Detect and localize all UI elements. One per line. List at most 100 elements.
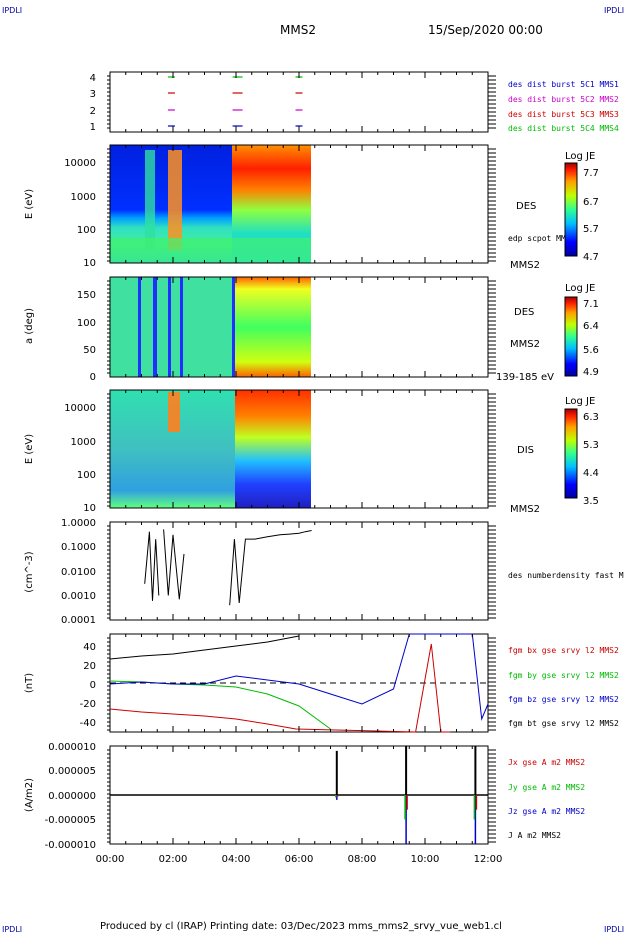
des-energy-colorbar [564,162,578,257]
colorbar-tick: 5.6 [583,345,599,356]
current-legend: J A m2 MMS2 [508,831,561,840]
des-pitch-stripe [180,277,183,377]
des-pitch-ytick: 100 [77,318,96,329]
des-pitch-ytick: 50 [83,345,96,356]
density-ylabel: (cm^-3) [24,551,35,592]
des-pitch-instrument: DES [514,307,534,318]
x-tick-label: 04:00 [222,854,251,865]
current-ytick: -0.000005 [45,815,96,826]
coverage-legend: des dist burst 5C3 MMS3 [508,110,619,119]
coverage-ylabel: 3 [90,89,96,100]
panel-dis-energy: 10000 1000 100 10 E (eV) DIS MMS2 Log JE… [24,389,599,515]
density-series-line [163,529,185,600]
density-ytick: 1.0000 [61,518,96,529]
current-ytick: 0.000005 [48,766,96,777]
des-energy-ylabel: E (eV) [24,189,35,219]
current-legend: Jx gse A m2 MMS2 [508,758,585,767]
colorbar-title: Log JE [565,396,595,407]
des-pitch-energy-range: 139-185 eV [496,372,554,383]
des-energy-ytick: 1000 [71,192,96,203]
des-pitch-colorbar [564,296,578,377]
corner-tag-bottom-left: IPDLI [2,925,22,934]
footer-text: Produced by cl (IRAP) Printing date: 03/… [100,921,502,932]
density-series-line [144,531,160,601]
bfield-ytick: 0 [90,680,96,691]
colorbar-tick: 4.9 [583,367,599,378]
bfield-ytick: -20 [80,699,96,710]
current-ylabel: (A/m2) [24,778,35,812]
panel-current: 0.000010 0.000005 0.000000 -0.000005 -0.… [24,742,585,851]
des-energy-ytick: 100 [77,225,96,236]
corner-tag-top-left: IPDLI [2,6,22,15]
x-tick-label: 00:00 [96,854,125,865]
bfield-ytick: -40 [80,718,96,729]
current-legend: Jz gse A m2 MMS2 [508,807,585,816]
panel-des-energy: 10000 1000 100 10 E (eV) DES edp scpot M… [24,144,599,271]
header-datetime: 15/Sep/2020 00:00 [428,23,543,37]
panel-density: 1.0000 0.1000 0.0100 0.0010 0.0001 (cm^-… [24,518,624,626]
dis-energy-ylabel: E (eV) [24,434,35,464]
dis-energy-ytick: 10000 [64,403,96,414]
x-tick-label: 12:00 [474,854,503,865]
dis-energy-instrument: DIS [517,445,534,456]
density-ytick: 0.1000 [61,542,96,553]
colorbar-tick: 5.7 [583,224,599,235]
des-pitch-stripe [138,277,141,377]
corner-tag-bottom-right: IPDLI [604,925,624,934]
density-ytick: 0.0010 [61,591,96,602]
dis-energy-colorbar [564,408,578,499]
bfield-legend: fgm bt gse srvy l2 MMS2 [508,719,619,728]
dis-energy-burst-stripe [168,392,180,432]
des-energy-burst-stripe [145,150,155,250]
bfield-legend: fgm bx gse srvy l2 MMS2 [508,646,619,655]
panel-des-pitch: 150 100 50 0 a (deg) DES MMS2 139-185 eV… [24,276,599,383]
density-series-line [229,530,312,606]
colorbar-title: Log JE [565,151,595,162]
coverage-legend: des dist burst 5C2 MMS2 [508,95,619,104]
des-pitch-ytick: 0 [90,372,96,383]
colorbar-tick: 6.4 [583,321,599,332]
density-legend: des numberdensity fast M [508,571,624,580]
des-energy-low-band [110,238,311,263]
coverage-ylabel: 2 [90,106,96,117]
bfield-legend: fgm by gse srvy l2 MMS2 [508,671,619,680]
colorbar-title: Log JE [565,283,595,294]
x-tick-label: 02:00 [159,854,188,865]
des-pitch-spacecraft: MMS2 [510,339,540,350]
des-energy-ytick: 10000 [64,158,96,169]
dis-energy-ytick: 10 [83,503,96,514]
x-tick-label: 06:00 [285,854,314,865]
des-pitch-hot-region [235,277,311,377]
density-ytick: 0.0001 [61,615,96,626]
bfield-ylabel: (nT) [24,673,35,693]
bfield-ytick: 40 [83,642,96,653]
colorbar-tick: 3.5 [583,496,599,507]
colorbar-tick: 4.7 [583,252,599,263]
current-ytick: 0.000000 [48,791,96,802]
des-energy-ytick: 10 [83,258,96,269]
panel-bfield: 40 20 0 -20 -40 (nT) fgm bx gse srvy l2 … [24,633,619,733]
dis-energy-ytick: 100 [77,470,96,481]
colorbar-tick: 6.7 [583,197,599,208]
density-ytick: 0.0100 [61,567,96,578]
coverage-ylabel: 1 [90,122,96,133]
des-pitch-stripe [153,277,157,377]
des-energy-instrument: DES [516,201,536,212]
current-legend: Jy gse A m2 MMS2 [508,783,585,792]
x-tick-label: 08:00 [348,854,377,865]
x-tick-label: 10:00 [411,854,440,865]
bfield-legend: fgm bz gse srvy l2 MMS2 [508,695,619,704]
colorbar-tick: 5.3 [583,440,599,451]
des-energy-burst-stripe [168,150,182,250]
bfield-ytick: 20 [83,661,96,672]
colorbar-tick: 4.4 [583,468,599,479]
des-energy-overlay-label: edp scpot MMS2 [508,234,576,243]
des-pitch-stripe [168,277,171,377]
current-ytick: 0.000010 [48,742,96,753]
dis-energy-ytick: 1000 [71,437,96,448]
current-ytick: -0.000010 [45,840,96,851]
des-pitch-stripe [232,277,235,377]
bfield-series-line [109,643,451,733]
coverage-legend: des dist burst 5C4 MMS4 [508,124,619,133]
